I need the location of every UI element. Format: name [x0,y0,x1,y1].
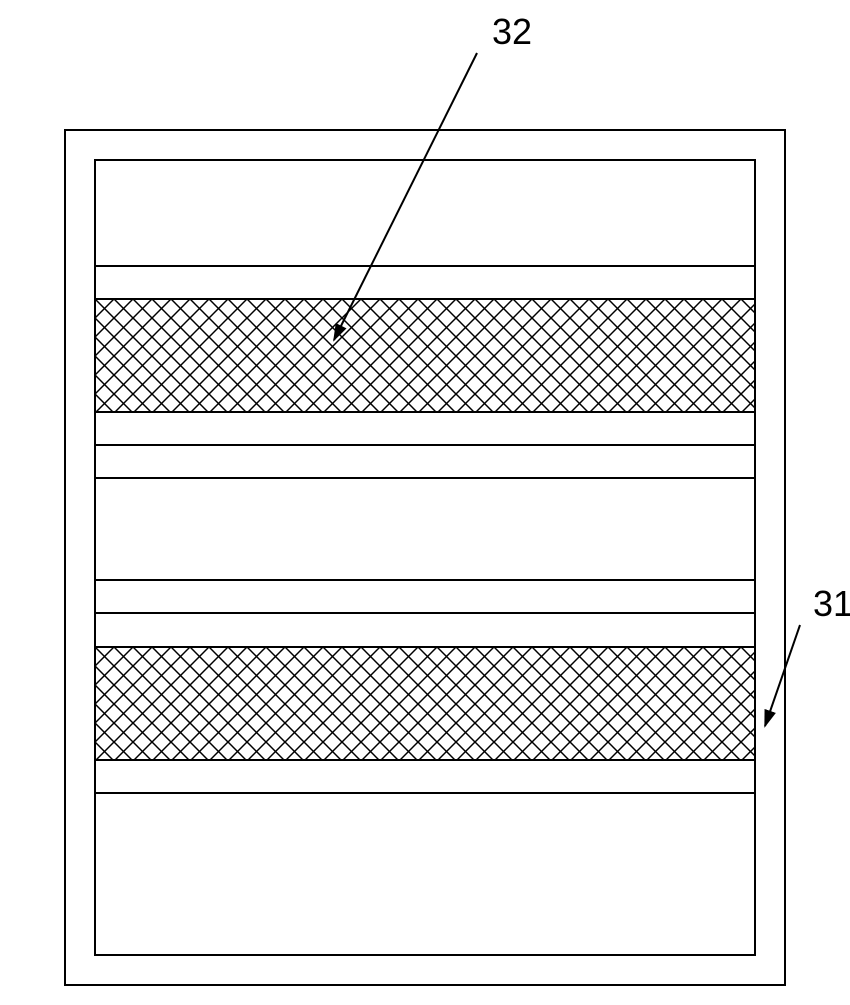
svg-text:31: 31 [813,583,850,624]
diagram-svg: 32 31 [0,0,850,1000]
technical-diagram: 32 31 [0,0,850,1000]
svg-text:32: 32 [492,11,532,52]
